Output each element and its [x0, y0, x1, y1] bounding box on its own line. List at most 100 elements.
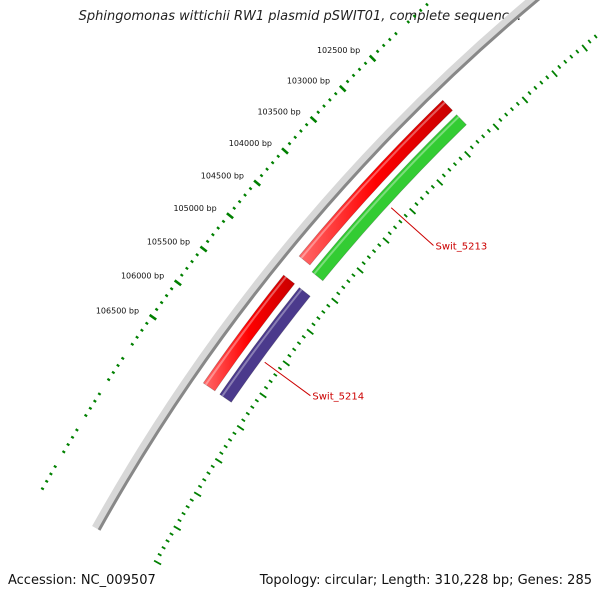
gene-highlight — [300, 101, 446, 259]
minor-tick — [75, 428, 79, 432]
inner-tick — [486, 128, 491, 133]
minor-ticks-layer — [40, 2, 600, 566]
major-tick — [148, 313, 157, 321]
inner-tick — [326, 303, 331, 308]
minor-tick — [248, 186, 253, 191]
inner-tick — [177, 518, 182, 523]
inner-tick — [414, 202, 419, 207]
inner-tick — [157, 552, 162, 557]
minor-tick — [83, 413, 88, 418]
major-ticks-layer: 102500 bp 103000 bp 103500 bp 104000 bp 1045… — [96, 46, 377, 321]
major-tick — [253, 179, 262, 187]
inner-tick — [498, 117, 503, 123]
inner-tick — [377, 243, 382, 248]
inner-tick — [575, 49, 580, 54]
inner-tick — [452, 162, 457, 167]
minor-tick — [232, 206, 237, 211]
accession-label: Accession: NC_009507 — [6, 573, 158, 588]
minor-tick — [144, 321, 149, 326]
sequence-stats: Topology: circular; Length: 310,228 bp; … — [257, 573, 594, 588]
inner-tick — [356, 267, 364, 274]
minor-tick — [88, 406, 93, 411]
tick-label: 104000 bp — [229, 139, 272, 148]
minor-tick — [116, 363, 120, 368]
inner-tick — [210, 464, 215, 469]
inner-tick — [441, 173, 446, 178]
inner-tick — [169, 532, 174, 536]
minor-tick — [293, 135, 298, 140]
inner-tick — [419, 196, 424, 201]
minor-tick — [418, 8, 423, 13]
inner-tick — [425, 190, 430, 195]
major-tick — [281, 147, 289, 155]
inner-tick — [227, 438, 233, 442]
minor-tick — [345, 79, 350, 84]
inner-tick — [282, 360, 291, 367]
minor-tick — [265, 167, 269, 171]
minor-tick — [61, 450, 66, 454]
inner-tick — [206, 471, 211, 475]
inner-tick — [292, 347, 297, 352]
inner-tick — [232, 431, 237, 436]
inner-tick — [593, 34, 598, 39]
inner-tick — [336, 291, 341, 296]
minor-tick — [322, 104, 326, 108]
inner-tick — [250, 405, 255, 410]
minor-tick — [270, 160, 275, 165]
major-tick — [226, 212, 234, 220]
inner-tick — [197, 484, 203, 489]
minor-tick — [333, 91, 338, 96]
gene-label-line — [390, 207, 434, 246]
inner-tick — [371, 249, 377, 254]
minor-tick — [195, 253, 200, 257]
minor-tick — [221, 219, 226, 224]
minor-tick — [111, 370, 116, 375]
inner-tick — [475, 139, 480, 144]
minor-tick — [93, 399, 97, 403]
minor-tick — [159, 300, 164, 305]
inner-tick — [469, 145, 474, 150]
minor-tick — [70, 435, 75, 439]
minor-tick — [351, 73, 356, 78]
inner-tick — [189, 498, 194, 502]
inner-tick — [165, 539, 170, 543]
inner-tick — [545, 75, 550, 80]
inner-tick — [366, 255, 371, 260]
inner-tick — [316, 316, 321, 321]
inner-tick — [331, 297, 339, 305]
minor-tick — [243, 193, 247, 197]
inner-tick — [254, 398, 259, 403]
minor-tick — [211, 232, 215, 237]
inner-tick — [527, 91, 532, 96]
inner-tick — [569, 54, 574, 59]
inner-tick — [245, 411, 250, 416]
tick-label: 105500 bp — [147, 238, 190, 247]
minor-tick — [375, 49, 380, 54]
inner-tick — [287, 353, 292, 358]
inner-tick — [214, 457, 223, 464]
inner-tick — [430, 184, 435, 189]
minor-tick — [276, 154, 281, 159]
tick-label: 103000 bp — [287, 76, 330, 85]
minor-tick — [40, 487, 45, 491]
inner-tick — [551, 70, 558, 78]
major-tick — [309, 115, 318, 124]
inner-tick — [301, 334, 306, 339]
minor-tick — [328, 98, 332, 102]
minor-tick — [316, 110, 321, 115]
inner-tick — [481, 134, 486, 139]
minor-tick — [406, 20, 411, 24]
inner-tick — [202, 477, 207, 482]
minor-tick — [169, 287, 174, 291]
minor-tick — [381, 43, 386, 48]
backbone-layer — [92, 0, 541, 531]
inner-tick — [236, 424, 245, 431]
tick-label: 103500 bp — [257, 107, 300, 116]
minor-tick — [299, 129, 303, 133]
major-tick — [338, 84, 347, 93]
tick-label: 105000 bp — [173, 204, 216, 213]
minor-tick — [140, 328, 144, 333]
inner-tick — [403, 213, 408, 218]
inner-tick — [259, 392, 267, 399]
